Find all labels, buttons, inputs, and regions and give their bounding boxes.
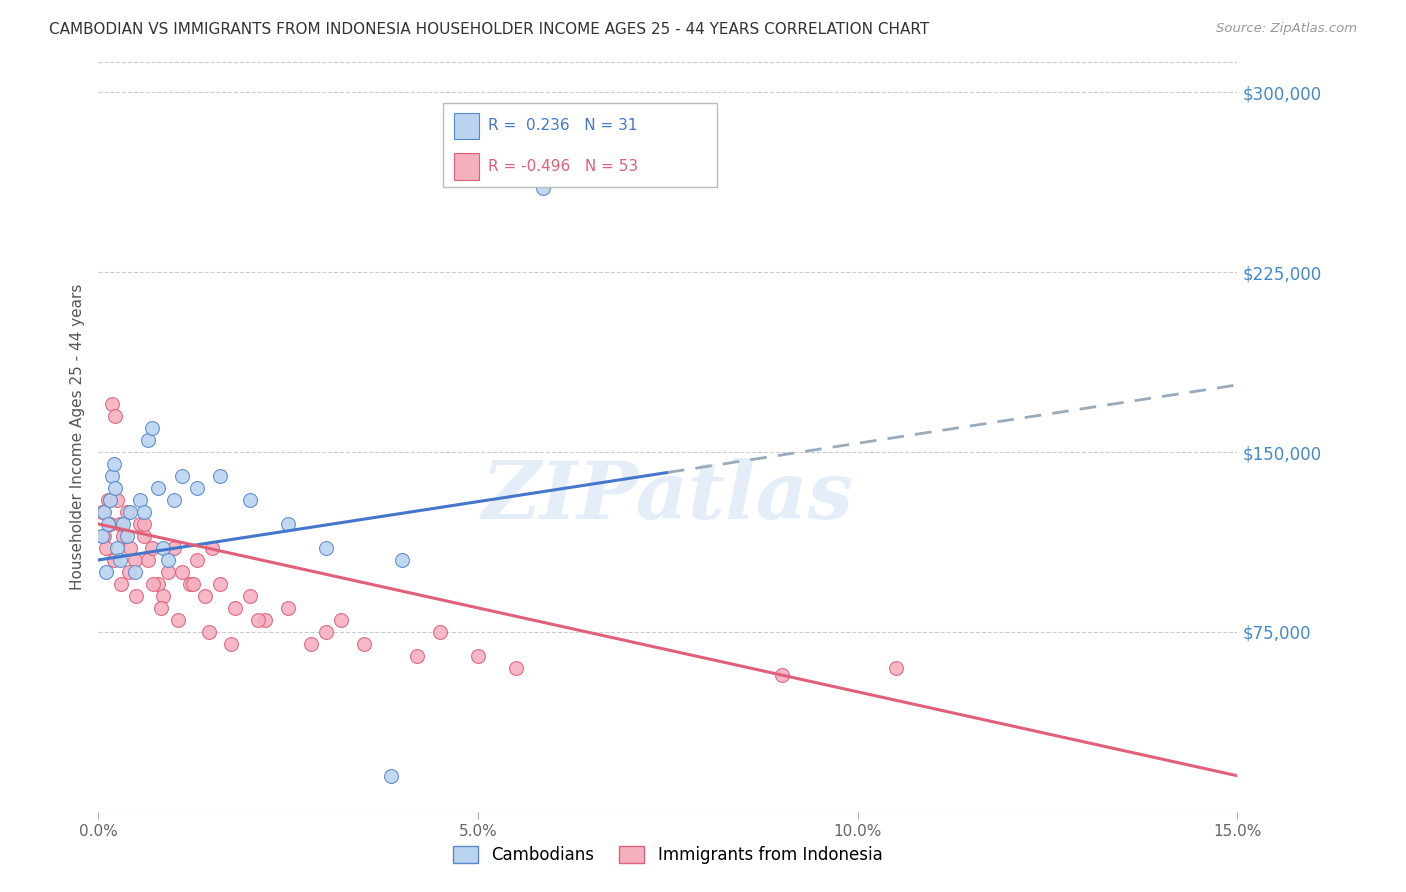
Point [117, 505, 139, 519]
Point [163, 541, 186, 555]
Point [124, 565, 146, 579]
Point [91, 529, 114, 543]
Point [129, 493, 152, 508]
Point [770, 668, 793, 682]
Point [146, 481, 169, 495]
Point [157, 553, 180, 567]
Point [221, 637, 243, 651]
Point [157, 565, 180, 579]
Point [254, 613, 277, 627]
Point [277, 516, 299, 531]
Text: ZIPatlas: ZIPatlas [482, 458, 853, 536]
Point [107, 541, 129, 555]
Point [120, 505, 142, 519]
Point [136, 553, 159, 567]
Point [246, 613, 269, 627]
Point [467, 648, 489, 663]
Point [224, 601, 246, 615]
Point [98, 516, 121, 531]
Point [315, 541, 337, 555]
Point [152, 541, 174, 555]
Point [101, 469, 124, 483]
Point [197, 624, 219, 639]
Point [129, 516, 152, 531]
Point [380, 769, 402, 783]
Point [179, 577, 201, 591]
Legend: Cambodians, Immigrants from Indonesia: Cambodians, Immigrants from Indonesia [447, 839, 889, 871]
Point [132, 516, 155, 531]
Point [132, 505, 155, 519]
Point [110, 577, 132, 591]
Point [96, 493, 118, 508]
Point [429, 624, 451, 639]
Point [299, 637, 322, 651]
Point [353, 637, 375, 651]
Point [170, 565, 193, 579]
Point [277, 601, 299, 615]
Point [93, 505, 115, 519]
Point [531, 181, 554, 195]
Point [93, 529, 115, 543]
Text: R = -0.496   N = 53: R = -0.496 N = 53 [488, 159, 638, 174]
Point [152, 589, 174, 603]
Point [103, 457, 125, 471]
Point [186, 481, 208, 495]
Point [124, 553, 146, 567]
Text: Source: ZipAtlas.com: Source: ZipAtlas.com [1216, 22, 1357, 36]
Point [406, 648, 429, 663]
Point [108, 553, 131, 567]
Point [163, 493, 186, 508]
Point [101, 397, 124, 411]
Y-axis label: Householder Income Ages 25 - 44 years: Householder Income Ages 25 - 44 years [70, 284, 86, 591]
Point [183, 577, 205, 591]
Point [103, 553, 125, 567]
Point [136, 433, 159, 447]
Point [141, 421, 163, 435]
Point [104, 409, 127, 423]
Point [111, 529, 134, 543]
Point [167, 613, 190, 627]
Point [141, 541, 163, 555]
Point [98, 493, 121, 508]
Point [170, 469, 193, 483]
Point [142, 577, 165, 591]
Text: R =  0.236   N = 31: R = 0.236 N = 31 [488, 119, 637, 134]
Point [117, 529, 139, 543]
Point [194, 589, 217, 603]
Point [132, 529, 155, 543]
Point [96, 516, 118, 531]
Point [125, 589, 148, 603]
Point [111, 516, 134, 531]
Point [208, 469, 231, 483]
Point [91, 505, 114, 519]
Point [94, 541, 117, 555]
Text: CAMBODIAN VS IMMIGRANTS FROM INDONESIA HOUSEHOLDER INCOME AGES 25 - 44 YEARS COR: CAMBODIAN VS IMMIGRANTS FROM INDONESIA H… [49, 22, 929, 37]
Point [146, 577, 169, 591]
Point [149, 601, 172, 615]
Point [108, 516, 131, 531]
Point [201, 541, 224, 555]
Point [391, 553, 413, 567]
Point [208, 577, 231, 591]
Point [120, 541, 142, 555]
Point [330, 613, 353, 627]
Point [104, 481, 127, 495]
Point [884, 661, 907, 675]
Point [107, 493, 129, 508]
Point [239, 589, 262, 603]
Point [186, 553, 208, 567]
Point [239, 493, 262, 508]
Point [315, 624, 337, 639]
Point [118, 565, 141, 579]
Point [505, 661, 527, 675]
Point [94, 565, 117, 579]
